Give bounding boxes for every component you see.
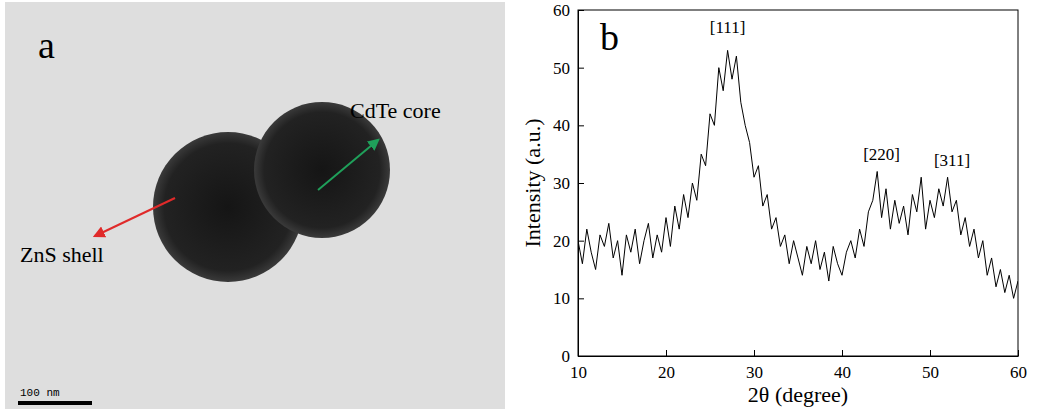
y-tick-label: 0 <box>562 347 571 366</box>
x-tick-label: 50 <box>922 363 939 382</box>
panel-label: b <box>600 16 619 58</box>
y-tick-mark <box>578 356 584 357</box>
label: ZnS shell <box>20 242 104 267</box>
peak-label: [111] <box>710 18 746 37</box>
x-axis-title: 2θ (degree) <box>748 382 848 407</box>
x-tick: 20 <box>658 350 675 382</box>
y-tick-label: 60 <box>553 1 570 20</box>
x-axis: 10 20 30 40 50 60 <box>570 350 1027 382</box>
y-axis-title: Intensity (a.u.) <box>520 119 545 248</box>
x-tick-label: 60 <box>1010 363 1027 382</box>
x-tick: 30 <box>746 350 763 382</box>
y-tick-mark <box>578 298 584 299</box>
label: CdTe core <box>350 98 441 123</box>
scale-bar <box>18 401 92 405</box>
arrow <box>95 198 175 236</box>
x-tick-label: 40 <box>834 363 851 382</box>
y-tick-label: 40 <box>553 116 570 135</box>
panel-b: 1020304050600102030405060[111][220][311]… <box>520 1 1027 407</box>
x-tick: 40 <box>834 350 851 382</box>
x-tick-mark <box>1018 350 1019 356</box>
x-tick-mark <box>842 350 843 356</box>
x-tick-label: 10 <box>570 363 587 382</box>
x-tick: 60 <box>1010 350 1027 382</box>
x-axis-line <box>579 356 1019 357</box>
x-tick: 50 <box>922 350 939 382</box>
y-tick-mark <box>578 241 584 242</box>
x-tick-label: 30 <box>746 363 763 382</box>
arrow <box>318 140 378 190</box>
x-tick-mark <box>930 350 931 356</box>
y-tick-mark <box>578 68 584 69</box>
y-tick: 10 <box>553 289 584 308</box>
y-tick: 30 <box>553 174 584 193</box>
plot-frame <box>578 10 1018 356</box>
micrograph-background <box>5 2 505 409</box>
y-axis: 0 10 20 30 40 50 60 <box>553 1 584 366</box>
peak-label: [220] <box>863 145 900 164</box>
y-tick: 0 <box>562 347 585 366</box>
y-tick: 40 <box>553 116 584 135</box>
y-tick-mark <box>578 10 584 11</box>
panel-a: a CdTe core ZnS shell 100 nm <box>5 2 505 409</box>
y-tick-mark <box>578 125 584 126</box>
y-tick-mark <box>578 183 584 184</box>
xrd-line <box>578 50 1018 298</box>
y-tick-label: 20 <box>553 232 570 251</box>
y-tick: 50 <box>553 59 584 78</box>
panel-label: a <box>38 24 55 66</box>
y-tick-label: 30 <box>553 174 570 193</box>
x-tick-mark <box>666 350 667 356</box>
x-tick-mark <box>754 350 755 356</box>
y-tick-label: 10 <box>553 289 570 308</box>
peak-label: [311] <box>934 151 970 170</box>
scale-bar-label: 100 nm <box>20 387 60 399</box>
y-tick-label: 50 <box>553 59 570 78</box>
plot-area <box>578 50 1018 298</box>
y-tick: 60 <box>553 1 584 20</box>
x-tick-label: 20 <box>658 363 675 382</box>
figure: aCdTe coreZnS shell100 nm102030405060010… <box>0 0 1043 412</box>
